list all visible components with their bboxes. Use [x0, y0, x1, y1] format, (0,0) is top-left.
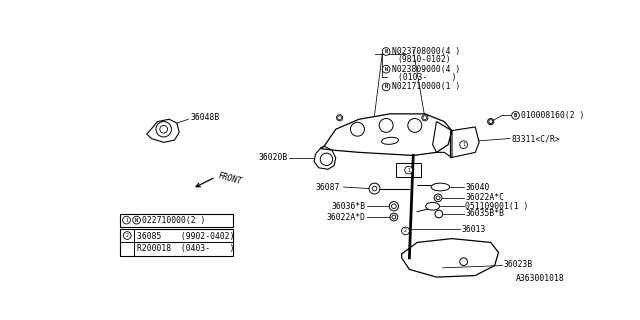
Text: 051109001(1 ): 051109001(1 ) [465, 202, 529, 211]
Circle shape [460, 141, 467, 148]
Circle shape [124, 232, 131, 239]
Circle shape [160, 125, 168, 133]
Text: 83311<C/R>: 83311<C/R> [511, 134, 561, 143]
Text: 36040: 36040 [465, 182, 490, 191]
Ellipse shape [426, 203, 440, 210]
Text: 36020B: 36020B [259, 153, 288, 162]
Circle shape [372, 186, 377, 191]
Circle shape [460, 258, 467, 266]
Circle shape [390, 213, 397, 221]
Bar [120, 229, 233, 256]
Text: 36036*B: 36036*B [331, 202, 365, 211]
Circle shape [382, 83, 390, 91]
Text: 36035B*B: 36035B*B [465, 210, 504, 219]
Circle shape [320, 153, 333, 165]
Circle shape [511, 112, 520, 119]
Text: R200018  (0403-    ): R200018 (0403- ) [136, 244, 234, 253]
Text: (0103-     ): (0103- ) [397, 73, 456, 82]
Circle shape [489, 120, 493, 124]
Circle shape [132, 216, 140, 224]
Text: A363001018: A363001018 [516, 274, 565, 283]
Circle shape [404, 166, 412, 174]
Circle shape [423, 116, 427, 120]
Circle shape [392, 215, 396, 219]
Text: 36048B: 36048B [190, 113, 220, 122]
Circle shape [337, 115, 343, 121]
Ellipse shape [381, 137, 399, 144]
Circle shape [379, 118, 393, 132]
Circle shape [434, 194, 442, 202]
Circle shape [382, 48, 390, 55]
Circle shape [392, 204, 396, 209]
Text: 36013: 36013 [461, 225, 486, 234]
Circle shape [408, 118, 422, 132]
Circle shape [351, 122, 364, 136]
Text: 36085    (9902-0402): 36085 (9902-0402) [136, 232, 234, 241]
Text: 022710000(2 ): 022710000(2 ) [142, 216, 205, 225]
Text: (9810-0102): (9810-0102) [397, 55, 451, 64]
Text: N: N [135, 218, 138, 223]
Text: 36087: 36087 [316, 182, 340, 191]
Text: N023809000(4 ): N023809000(4 ) [392, 65, 460, 74]
Text: 36023B: 36023B [504, 260, 533, 268]
Circle shape [369, 183, 380, 194]
Circle shape [402, 227, 410, 235]
Circle shape [488, 118, 494, 124]
Text: 2: 2 [126, 233, 129, 238]
Circle shape [435, 210, 443, 218]
Text: N: N [385, 49, 388, 54]
Circle shape [382, 65, 390, 73]
Text: 1: 1 [125, 218, 128, 223]
Text: N: N [385, 84, 388, 89]
Text: 1: 1 [462, 142, 465, 147]
Text: B: B [514, 113, 517, 118]
Text: N023708000(4 ): N023708000(4 ) [392, 47, 460, 56]
Bar [120, 214, 233, 227]
Text: N021710000(1 ): N021710000(1 ) [392, 83, 460, 92]
Text: N: N [385, 67, 388, 72]
Ellipse shape [431, 183, 450, 191]
Circle shape [338, 116, 342, 120]
Text: 36022A*D: 36022A*D [326, 212, 365, 221]
Text: 2: 2 [404, 228, 407, 233]
Text: FRONT: FRONT [217, 171, 243, 186]
Text: 010008160(2 ): 010008160(2 ) [521, 111, 584, 120]
Circle shape [123, 216, 131, 224]
Circle shape [422, 115, 428, 121]
Circle shape [436, 196, 440, 200]
Text: 36022A*C: 36022A*C [465, 193, 504, 202]
Circle shape [389, 202, 399, 211]
Circle shape [156, 122, 172, 137]
Text: 1: 1 [407, 168, 410, 172]
